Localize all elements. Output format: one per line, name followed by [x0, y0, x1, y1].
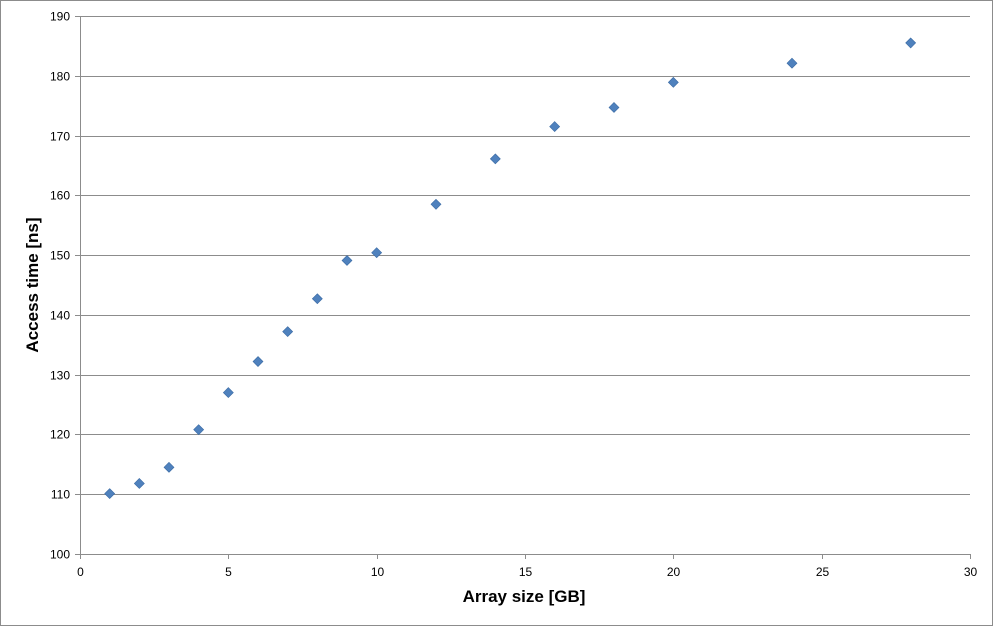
data-point [282, 326, 294, 338]
y-tick-label: 110 [51, 488, 70, 502]
x-tick-label: 20 [667, 565, 681, 579]
x-axis-title: Array size [GB] [463, 587, 586, 606]
data-point [341, 255, 353, 266]
y-tick-label: 190 [50, 10, 70, 24]
data-point [549, 121, 561, 133]
data-point [104, 488, 116, 500]
y-tick-labels: 100 110 120 130 140 150 160 170 180 190 [50, 10, 70, 562]
y-tick-label: 130 [50, 369, 70, 383]
y-tick-label: 140 [50, 309, 70, 323]
x-tick-labels: 0 5 10 15 20 25 30 [77, 565, 977, 579]
data-point [905, 37, 917, 49]
data-point [133, 478, 145, 489]
y-tick-label: 100 [50, 548, 70, 562]
axes [75, 16, 971, 559]
data-point [608, 102, 620, 113]
data-point [193, 424, 205, 436]
y-axis-title: Access time [ns] [23, 217, 42, 352]
data-point [222, 387, 234, 399]
data-point [371, 247, 383, 259]
data-point [667, 76, 679, 88]
data-point [252, 356, 264, 367]
data-point [163, 461, 175, 473]
data-point [430, 198, 442, 210]
x-tick-label: 0 [77, 565, 84, 579]
data-points [104, 37, 917, 500]
gridlines [80, 16, 970, 495]
data-point [311, 293, 323, 305]
x-tick-label: 5 [225, 565, 232, 579]
x-tick-label: 15 [519, 565, 533, 579]
y-tick-label: 160 [50, 189, 70, 203]
y-tick-label: 120 [50, 428, 70, 442]
data-point [786, 57, 798, 69]
x-tick-label: 25 [816, 565, 830, 579]
y-tick-label: 150 [50, 249, 70, 263]
x-tick-label: 10 [371, 565, 385, 579]
x-tick-label: 30 [964, 565, 978, 579]
y-tick-label: 180 [50, 70, 70, 84]
y-tick-label: 170 [50, 130, 70, 144]
data-point [489, 153, 501, 165]
